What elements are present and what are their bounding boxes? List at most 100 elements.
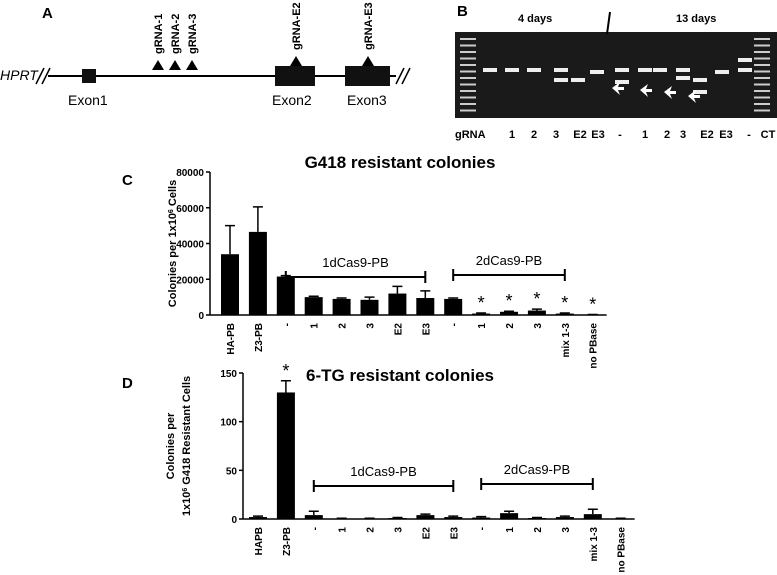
ladder-band <box>754 109 770 112</box>
x-tick-label: 2 <box>366 527 377 533</box>
gel-bands <box>460 38 770 112</box>
y-label-part: 1x10 <box>181 492 193 516</box>
y-tick-label: 0 <box>198 311 204 322</box>
x-tick-label: 2 <box>505 323 516 329</box>
bar <box>276 392 295 519</box>
y-label-part: Colonies per 1x10 <box>167 213 179 307</box>
panel-label: B <box>457 3 468 20</box>
lane-label: E3 <box>719 129 732 141</box>
x-tick-label: HAPB <box>254 527 265 555</box>
group-bracket <box>480 478 594 490</box>
gel-band <box>527 68 541 72</box>
bar <box>555 517 574 519</box>
bar <box>388 293 407 315</box>
timepoint-label: 4 days <box>518 13 552 25</box>
chart-title: G418 resistant colonies <box>305 153 496 172</box>
exon-label: Exon3 <box>347 92 387 108</box>
exon-label: Exon1 <box>68 92 108 108</box>
group-label: 1dCas9-PB <box>350 464 416 479</box>
grna-label: gRNA-2 <box>170 14 182 54</box>
x-tick-label: 1 <box>505 527 516 533</box>
bar <box>360 299 379 315</box>
error-bar <box>504 310 514 312</box>
lane-label: 1 <box>642 129 648 141</box>
x-tick-label: 3 <box>394 527 405 533</box>
gel-band <box>738 58 752 62</box>
bar <box>332 298 351 315</box>
gel-band <box>638 68 652 72</box>
x-tick-label: E2 <box>421 527 432 540</box>
bar <box>304 515 323 519</box>
error-bar <box>531 308 542 311</box>
gel-band <box>738 68 752 72</box>
lane-label: E3 <box>591 129 604 141</box>
y-label-part: 6 <box>182 488 189 492</box>
x-tick-label: 1 <box>338 527 349 533</box>
row-label: gRNA <box>455 129 486 141</box>
error-bar <box>280 380 291 393</box>
ladder-band <box>754 77 770 79</box>
ladder-band <box>460 57 476 60</box>
error-bar <box>448 515 459 518</box>
y-label-part: G418 Resistant Cells <box>181 376 193 488</box>
y-tick-label: 0 <box>231 515 237 526</box>
divider <box>606 11 611 35</box>
bar <box>500 311 518 315</box>
x-tick-label: HA-PB <box>226 323 237 355</box>
x-tick-label: E3 <box>421 323 432 336</box>
group-bracket <box>312 480 455 492</box>
ladder-band <box>460 83 476 86</box>
error-bar <box>225 224 235 255</box>
exon <box>275 66 315 86</box>
grna-label: gRNA-1 <box>153 14 165 54</box>
error-bar <box>336 297 347 299</box>
grna-label: gRNA-E3 <box>363 2 375 50</box>
y-label-part: Colonies per <box>165 412 177 479</box>
x-tick-label: - <box>449 323 460 326</box>
x-tick-label: - <box>477 527 488 530</box>
bar <box>304 297 323 315</box>
error-bar <box>308 510 319 516</box>
bar <box>500 513 519 519</box>
y-label-part: Cells <box>167 180 179 209</box>
error-bar <box>420 513 431 516</box>
x-tick-label: 1 <box>477 323 488 329</box>
x-tick-label: 2 <box>533 527 544 533</box>
ladder-band <box>754 51 770 53</box>
bar <box>472 313 491 315</box>
gel-band <box>653 68 667 72</box>
error-bar <box>392 285 403 294</box>
y-tick-label: 40000 <box>176 240 204 251</box>
panel-label: C <box>122 172 133 189</box>
lane-label: 1 <box>509 129 515 141</box>
gel-band <box>676 76 690 80</box>
ladder-band <box>460 96 476 99</box>
panel-label: A <box>42 5 53 22</box>
group-bracket <box>452 269 566 281</box>
x-tick-label: mix 1-3 <box>589 527 600 562</box>
gel-band <box>715 70 729 74</box>
lane-label: 3 <box>553 129 559 141</box>
ladder-band <box>460 44 476 47</box>
bar <box>248 231 267 315</box>
error-bar <box>252 206 263 232</box>
grna-label: gRNA-E2 <box>291 2 303 50</box>
y-tick-label: 100 <box>220 418 237 429</box>
significance-mark: * <box>282 361 289 381</box>
y-axis-label: Colonies per 1x106 Cells <box>167 180 179 307</box>
y-tick-label: 80000 <box>176 168 204 179</box>
group-bracket <box>284 271 427 283</box>
grna-label: gRNA-3 <box>187 14 199 54</box>
panel-label: D <box>122 375 133 392</box>
x-tick-label: Z3-PB <box>282 527 293 556</box>
ladder-band <box>754 103 770 105</box>
x-tick-label: 1 <box>310 323 321 329</box>
x-tick-label: E3 <box>449 527 460 540</box>
lane-label: CT <box>761 129 776 141</box>
lane-label: 3 <box>680 129 686 141</box>
gel-band <box>554 78 568 82</box>
x-tick-label: 3 <box>561 527 572 533</box>
gel-band <box>571 78 585 82</box>
lane-label: - <box>618 129 622 141</box>
y-tick-label: 60000 <box>176 204 204 215</box>
